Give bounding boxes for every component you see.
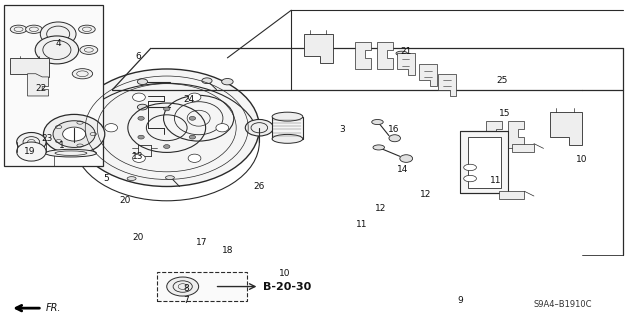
Text: 11: 11 [356,220,367,229]
Circle shape [464,175,476,182]
Text: 5: 5 [103,174,109,183]
Text: 14: 14 [397,165,409,174]
Ellipse shape [400,155,413,162]
Text: 7: 7 [183,296,189,305]
Ellipse shape [189,116,196,120]
Ellipse shape [132,154,145,162]
Polygon shape [355,42,371,69]
Ellipse shape [167,277,198,296]
Text: 17: 17 [196,238,207,247]
Ellipse shape [166,176,174,180]
Text: 24: 24 [184,95,195,104]
Text: 10: 10 [576,155,588,164]
Polygon shape [508,122,524,148]
Circle shape [464,164,476,171]
Circle shape [79,25,95,33]
Ellipse shape [138,104,148,110]
Ellipse shape [221,78,233,85]
Text: 20: 20 [132,233,144,242]
Polygon shape [10,58,49,77]
Ellipse shape [53,121,95,147]
Text: B-20-30: B-20-30 [262,282,311,292]
Text: 13: 13 [132,152,144,161]
Ellipse shape [138,79,148,85]
Ellipse shape [164,145,170,148]
Text: 6: 6 [135,52,141,61]
Ellipse shape [138,116,144,120]
Polygon shape [397,53,415,75]
Polygon shape [28,74,49,96]
Ellipse shape [164,107,170,111]
Bar [499,191,524,199]
Ellipse shape [188,93,201,101]
Text: S9A4–B1910C: S9A4–B1910C [533,300,592,309]
Text: 9: 9 [458,296,463,305]
Ellipse shape [389,135,401,142]
Bar [461,131,508,193]
Bar [511,144,534,152]
Bar [157,272,246,301]
Text: 22: 22 [35,84,47,93]
Ellipse shape [63,127,86,141]
Ellipse shape [245,120,273,136]
Circle shape [26,25,42,33]
Text: 4: 4 [55,39,61,48]
Ellipse shape [138,135,144,139]
Ellipse shape [74,69,259,187]
Ellipse shape [189,135,196,139]
Polygon shape [438,74,456,96]
Polygon shape [378,42,394,69]
Bar [4,5,103,166]
Text: 12: 12 [375,204,387,213]
Ellipse shape [35,36,79,64]
Ellipse shape [272,112,303,121]
Polygon shape [486,122,502,148]
Text: 25: 25 [496,76,508,85]
Polygon shape [304,34,333,63]
Text: 18: 18 [221,246,233,255]
Text: 8: 8 [183,284,189,293]
Ellipse shape [44,115,105,154]
Ellipse shape [202,78,212,84]
Text: 23: 23 [42,134,53,143]
Ellipse shape [45,149,97,157]
Ellipse shape [17,132,46,152]
Ellipse shape [372,120,383,124]
Circle shape [10,25,27,33]
Ellipse shape [40,22,76,46]
Ellipse shape [105,123,118,132]
Text: 16: 16 [388,125,399,134]
Text: 1: 1 [58,141,64,150]
Ellipse shape [396,51,408,56]
Text: 26: 26 [253,182,265,191]
Ellipse shape [373,145,385,150]
Ellipse shape [216,123,228,132]
Text: 12: 12 [420,190,431,199]
Text: 21: 21 [401,47,412,56]
Ellipse shape [132,93,145,101]
Text: 20: 20 [120,196,131,205]
Circle shape [80,46,98,54]
Bar [468,137,500,188]
Ellipse shape [188,154,201,162]
Text: FR.: FR. [45,303,61,313]
Text: 3: 3 [339,125,345,134]
Circle shape [72,69,93,79]
Ellipse shape [17,142,46,161]
Bar [272,117,303,139]
Text: 19: 19 [24,147,35,156]
Ellipse shape [272,134,303,143]
Ellipse shape [127,177,136,181]
Text: 11: 11 [490,176,501,185]
Polygon shape [550,112,582,145]
Text: 15: 15 [499,109,511,118]
Text: 10: 10 [279,269,291,278]
Polygon shape [419,64,437,86]
Ellipse shape [164,95,234,141]
